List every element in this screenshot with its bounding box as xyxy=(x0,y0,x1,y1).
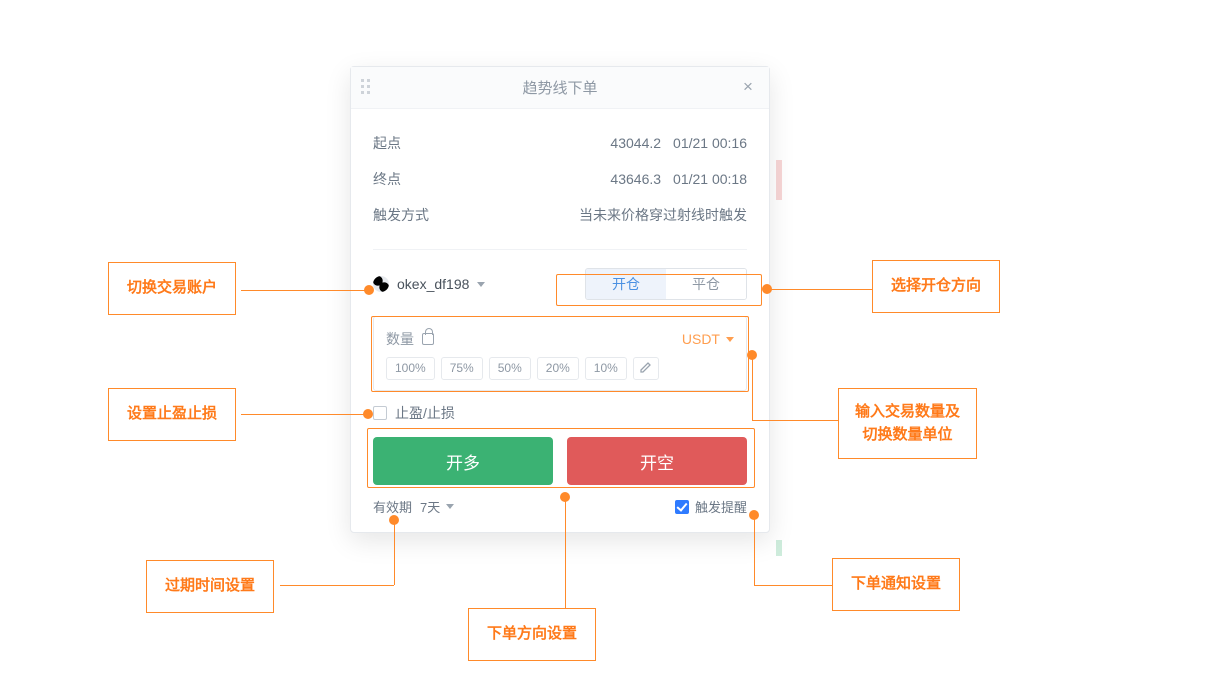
leader-dot xyxy=(762,284,772,294)
pct-custom-icon[interactable] xyxy=(633,357,659,380)
leader xyxy=(241,414,365,415)
expiry: 有效期 7天 xyxy=(373,497,454,516)
chevron-down-icon xyxy=(477,282,485,287)
info-row-start: 起点 43044.2 01/21 00:16 xyxy=(373,125,747,161)
tpsl-checkbox[interactable] xyxy=(373,406,387,420)
account-select[interactable]: okex_df198 xyxy=(373,276,485,292)
info-row-trigger: 触发方式 当未来价格穿过射线时触发 xyxy=(373,197,747,233)
leader xyxy=(754,518,755,585)
start-label: 起点 xyxy=(373,133,401,153)
position-tabs: 开仓 平仓 xyxy=(585,268,747,300)
end-time: 01/21 00:18 xyxy=(673,171,747,187)
leader xyxy=(565,500,566,608)
bg-decor xyxy=(776,160,782,200)
notify: 触发提醒 xyxy=(675,497,747,516)
leader xyxy=(241,290,366,291)
pct-100[interactable]: 100% xyxy=(386,357,435,380)
callout-select-direction: 选择开仓方向 xyxy=(872,260,1000,313)
amount-top: 数量 USDT xyxy=(386,325,734,357)
open-long-button[interactable]: 开多 xyxy=(373,437,553,485)
info-section: 起点 43044.2 01/21 00:16 终点 43646.3 01/21 … xyxy=(351,109,769,243)
leader-dot xyxy=(363,409,373,419)
trigger-label: 触发方式 xyxy=(373,205,429,225)
drag-handle-icon[interactable] xyxy=(361,79,375,97)
unit-select[interactable]: USDT xyxy=(682,331,734,347)
action-row: 开多 开空 xyxy=(351,427,769,487)
close-icon[interactable]: × xyxy=(737,76,759,98)
percent-row: 100% 75% 50% 20% 10% xyxy=(386,357,734,380)
leader xyxy=(394,523,395,585)
callout-amount-unit-l2: 切换数量单位 xyxy=(855,424,960,447)
pct-20[interactable]: 20% xyxy=(537,357,579,380)
leader xyxy=(770,289,872,290)
expiry-label: 有效期 xyxy=(373,497,412,516)
callout-expiry: 过期时间设置 xyxy=(146,560,274,613)
end-price: 43646.3 xyxy=(610,171,661,187)
dialog-title: 趋势线下单 xyxy=(522,77,597,98)
amount-box: 数量 USDT 100% 75% 50% 20% 10% xyxy=(373,316,747,391)
account-name: okex_df198 xyxy=(397,276,469,292)
leader xyxy=(280,585,394,586)
notify-label: 触发提醒 xyxy=(695,497,747,516)
exchange-icon xyxy=(373,276,389,292)
start-price: 43044.2 xyxy=(610,135,661,151)
lock-icon[interactable] xyxy=(422,333,434,345)
info-row-end: 终点 43646.3 01/21 00:18 xyxy=(373,161,747,197)
trendline-order-dialog: 趋势线下单 × 起点 43044.2 01/21 00:16 终点 43646.… xyxy=(350,66,770,533)
account-and-tabs-row: okex_df198 开仓 平仓 xyxy=(351,250,769,308)
unit-label: USDT xyxy=(682,331,720,347)
tpsl-row: 止盈/止损 xyxy=(351,391,769,427)
leader xyxy=(752,420,838,421)
chevron-down-icon xyxy=(726,337,734,342)
pct-50[interactable]: 50% xyxy=(489,357,531,380)
callout-switch-account: 切换交易账户 xyxy=(108,262,236,315)
expiry-select[interactable]: 7天 xyxy=(420,497,454,516)
leader-dot xyxy=(364,285,374,295)
dialog-header[interactable]: 趋势线下单 × xyxy=(351,67,769,109)
expiry-value: 7天 xyxy=(420,497,440,516)
end-label: 终点 xyxy=(373,169,401,189)
leader xyxy=(752,358,753,420)
start-time: 01/21 00:16 xyxy=(673,135,747,151)
callout-order-direction: 下单方向设置 xyxy=(468,608,596,661)
callout-amount-unit-l1: 输入交易数量及 xyxy=(855,401,960,424)
trigger-text: 当未来价格穿过射线时触发 xyxy=(579,205,747,225)
pct-75[interactable]: 75% xyxy=(441,357,483,380)
chevron-down-icon xyxy=(446,504,454,509)
callout-set-tpsl: 设置止盈止损 xyxy=(108,388,236,441)
amount-label: 数量 xyxy=(386,329,414,349)
callout-amount-unit: 输入交易数量及 切换数量单位 xyxy=(838,388,977,459)
open-short-button[interactable]: 开空 xyxy=(567,437,747,485)
tab-close-position[interactable]: 平仓 xyxy=(666,269,746,299)
tab-open-position[interactable]: 开仓 xyxy=(586,269,666,299)
callout-notify: 下单通知设置 xyxy=(832,558,960,611)
tpsl-label: 止盈/止损 xyxy=(395,403,455,423)
notify-checkbox[interactable] xyxy=(675,500,689,514)
bg-decor xyxy=(776,540,782,556)
leader xyxy=(754,585,832,586)
pct-10[interactable]: 10% xyxy=(585,357,627,380)
